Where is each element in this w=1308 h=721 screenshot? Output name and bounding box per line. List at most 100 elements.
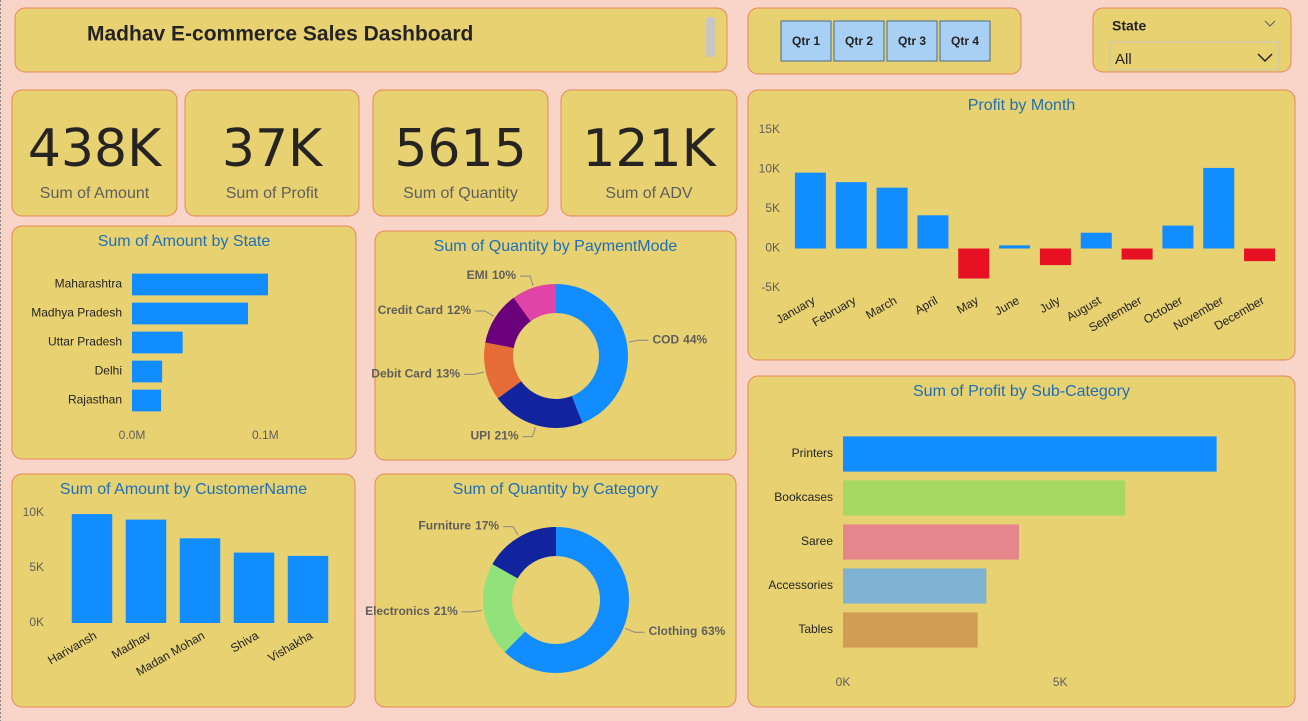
y-tick-label: 5K (765, 201, 780, 215)
slicer-label: State (1112, 18, 1146, 34)
y-tick-label: 10K (23, 505, 44, 519)
chart-panel (374, 230, 737, 461)
y-tick-label: Uttar Pradesh (48, 335, 122, 349)
leader-line (628, 339, 649, 343)
bar (1244, 248, 1276, 262)
y-tick-label: Madhya Pradesh (31, 306, 122, 320)
chevron (1264, 20, 1276, 27)
bar (132, 360, 163, 383)
quarter-label: Qtr 1 (792, 34, 820, 48)
donut-slice (485, 297, 531, 348)
bar (843, 568, 987, 604)
bar (843, 524, 1019, 560)
donut-slice (492, 527, 556, 579)
category-label: UPI (471, 429, 491, 443)
value-label: 12% (447, 303, 471, 317)
y-tick-label: Accessories (768, 578, 833, 592)
chart-panel (747, 89, 1296, 361)
chevron (1257, 53, 1273, 63)
chart-title: Sum of Amount by CustomerName (60, 481, 307, 498)
value-label: 63% (701, 624, 725, 638)
bar (999, 245, 1031, 249)
bar (179, 538, 221, 623)
x-tick-label: 0K (836, 675, 851, 689)
dashboard-title: Madhav E-commerce Sales Dashboard (87, 23, 473, 46)
value-label: 21% (434, 604, 458, 618)
bar (843, 436, 1217, 472)
y-tick-label: 15K (759, 122, 780, 136)
bar (132, 331, 183, 354)
y-tick-label: 0K (29, 615, 44, 629)
category-label: Credit Card (378, 303, 443, 317)
quarter-label: Qtr 4 (951, 34, 979, 48)
card-label: Sum of ADV (605, 185, 692, 202)
state-dropdown[interactable] (1109, 41, 1280, 71)
bar (1203, 167, 1235, 249)
leader-line (520, 275, 534, 286)
y-tick-label: Bookcases (774, 490, 833, 504)
category-label: Electronics (365, 604, 430, 618)
chart-title: Profit by Month (968, 97, 1076, 114)
category-label: COD (653, 332, 680, 346)
bar (1080, 232, 1112, 249)
bar (132, 302, 248, 325)
leader-line (464, 371, 484, 375)
chart-title: Sum of Amount by State (98, 233, 271, 250)
y-tick-label: Maharashtra (55, 277, 123, 291)
card (184, 89, 360, 217)
header-panel (14, 7, 728, 73)
y-tick-label: Delhi (95, 364, 122, 378)
category-label: EMI (467, 268, 488, 282)
scrollbar (706, 17, 715, 57)
bar (1039, 248, 1071, 266)
data-label: EMI 10% (467, 268, 517, 282)
bar (132, 273, 268, 296)
bar (843, 480, 1126, 516)
value-label: 17% (475, 519, 499, 533)
data-label: Clothing 63% (649, 624, 726, 638)
category-label: Furniture (418, 519, 471, 533)
data-label: Credit Card 12% (378, 303, 472, 317)
y-tick-label: 0K (765, 241, 780, 255)
bar (876, 187, 908, 249)
y-tick-label: 5K (29, 560, 44, 574)
bar (125, 519, 167, 623)
data-label: COD 44% (653, 332, 708, 346)
category-label: Clothing (649, 624, 698, 638)
leader-line (461, 609, 482, 613)
donut-slice (556, 284, 628, 423)
chart-title: Sum of Quantity by PaymentMode (434, 238, 678, 255)
bar (132, 389, 162, 412)
quarter-button[interactable] (833, 20, 885, 62)
donut-slice (504, 527, 630, 673)
y-tick-label: -5K (761, 280, 780, 294)
dropdown-value: All (1115, 51, 1132, 68)
quarter-button[interactable] (939, 20, 991, 62)
quarter-button[interactable] (886, 20, 938, 62)
bar (917, 215, 949, 249)
data-label: Furniture 17% (418, 519, 499, 533)
quarter-button[interactable] (780, 20, 832, 62)
leader-line (475, 310, 494, 317)
card (560, 89, 738, 217)
data-label: Debit Card 13% (371, 366, 460, 380)
leader-line (522, 426, 536, 438)
chart-panel (374, 473, 737, 708)
data-label: Electronics 21% (365, 604, 458, 618)
card-label: Sum of Amount (40, 185, 150, 202)
chart-title: Sum of Profit by Sub-Category (913, 383, 1130, 400)
bar (835, 182, 867, 249)
quarter-label: Qtr 2 (845, 34, 873, 48)
bar (1121, 248, 1153, 260)
card (372, 89, 549, 217)
data-label: UPI 21% (471, 429, 519, 443)
bar (794, 172, 826, 249)
bar (287, 555, 329, 623)
donut-slice (483, 564, 526, 653)
y-tick-label: Tables (798, 622, 833, 636)
card (11, 89, 178, 217)
y-tick-label: Rajasthan (68, 393, 122, 407)
y-tick-label: Saree (801, 534, 833, 548)
